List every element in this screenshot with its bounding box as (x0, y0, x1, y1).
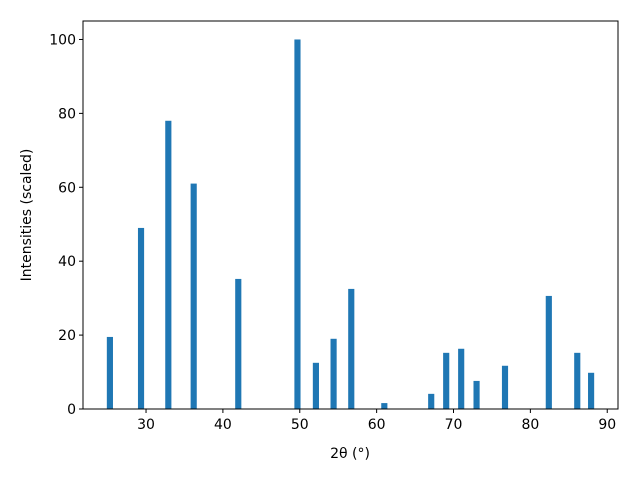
bar (473, 380, 480, 409)
x-tick-label: 30 (137, 417, 155, 433)
y-tick-label: 20 (58, 328, 76, 344)
bar (294, 39, 301, 409)
bar (312, 362, 319, 409)
y-tick-label: 40 (58, 254, 76, 270)
y-tick-label: 100 (49, 32, 76, 48)
bar (235, 278, 242, 409)
bar (381, 403, 388, 409)
x-axis-label: 2θ (°) (330, 446, 370, 462)
x-tick-label: 80 (521, 417, 539, 433)
x-tick-label: 70 (445, 417, 463, 433)
y-tick-label: 80 (58, 106, 76, 122)
x-tick-label: 90 (598, 417, 616, 433)
y-axis-label: Intensities (scaled) (19, 149, 35, 282)
bar (588, 372, 595, 409)
bar (574, 352, 581, 409)
x-tick-label: 40 (214, 417, 232, 433)
bar (190, 183, 197, 409)
bar (428, 393, 435, 409)
bar (545, 295, 552, 409)
plot-frame (82, 20, 619, 410)
bar (348, 288, 355, 409)
bar (137, 227, 145, 409)
bar (501, 365, 509, 409)
y-tick-label: 60 (58, 180, 76, 196)
bar (458, 348, 465, 409)
x-tick-label: 50 (291, 417, 309, 433)
bar (330, 338, 337, 409)
bar (106, 336, 113, 409)
bar (443, 352, 450, 409)
x-tick-label: 60 (368, 417, 386, 433)
y-tick-label: 0 (67, 402, 76, 418)
bar (165, 120, 172, 410)
